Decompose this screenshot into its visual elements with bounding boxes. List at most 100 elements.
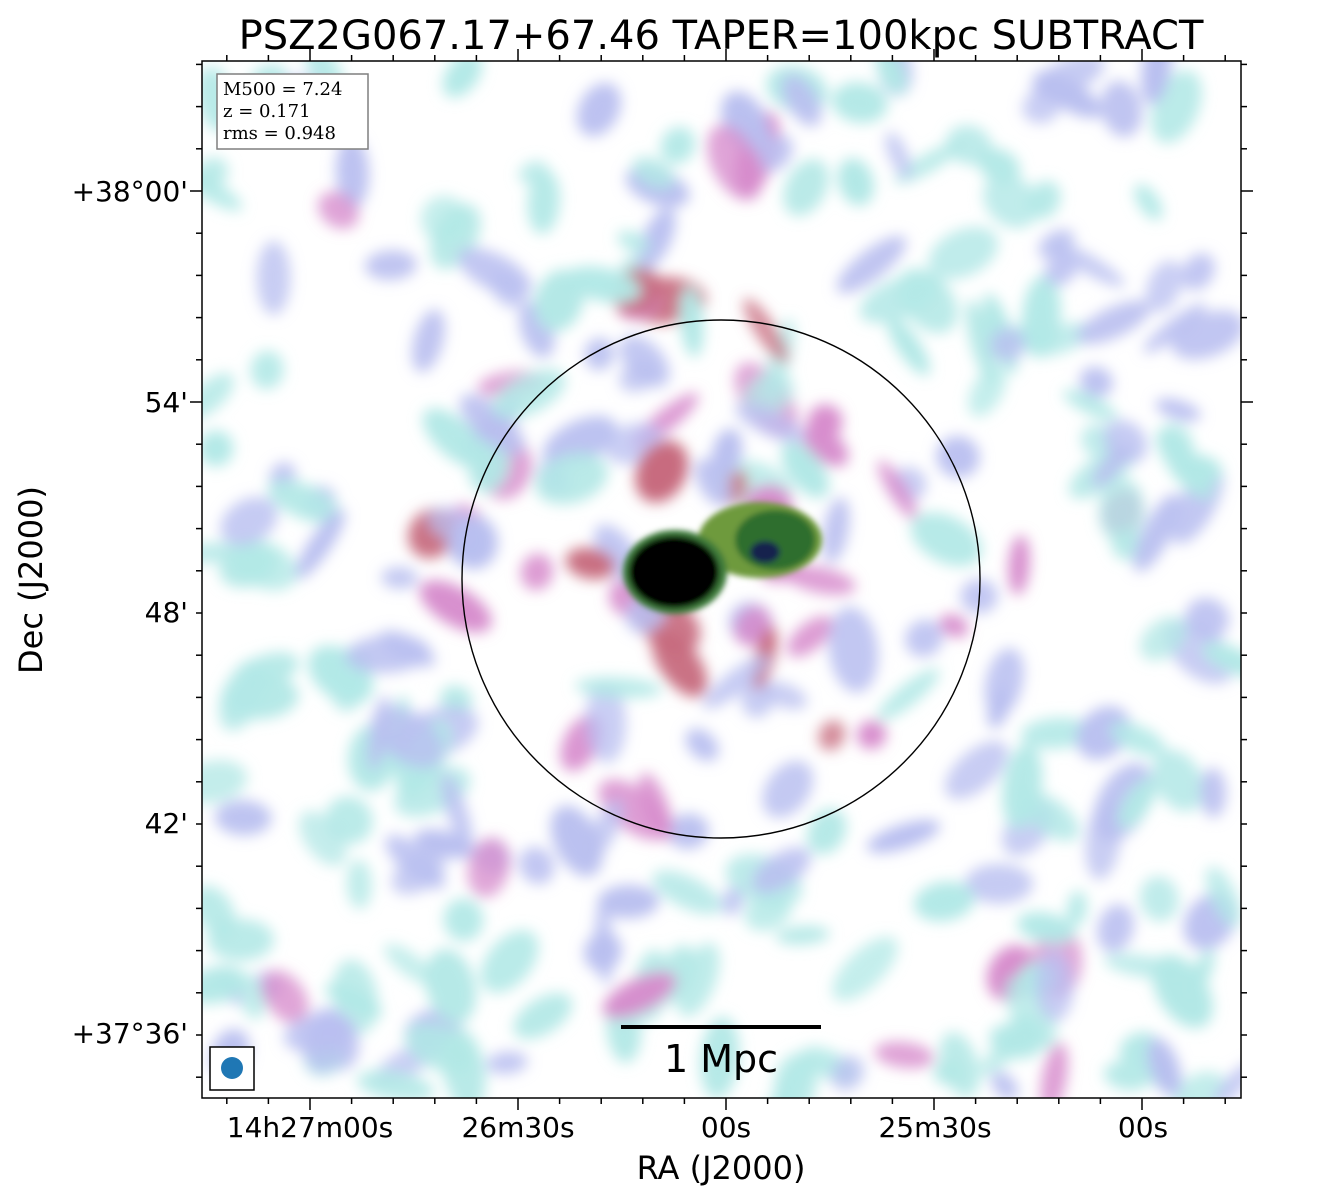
emission-blob [991,1071,1019,1098]
emission-blob [419,580,492,633]
emission-blob [1076,706,1131,760]
emission-blob [875,61,907,95]
emission-blob [928,226,999,280]
info-m500: M500 = 7.24 [223,79,342,100]
emission-blob [734,402,807,444]
emission-blob [897,268,958,334]
emission-blob [786,615,834,657]
emission-blob [318,191,359,229]
emission-blob [594,903,614,985]
emission-blob [301,1007,348,1073]
emission-blobs [202,61,1241,1098]
emission-blob [520,553,554,591]
emission-blob [946,125,993,166]
info-box: M500 = 7.24 z = 0.171 rms = 0.948 [216,73,369,150]
x-tick-labels: 14h27m00s 26m30s 00s 25m30s 00s [227,1111,1168,1144]
emission-blob [420,195,468,243]
emission-blob [385,834,446,889]
emission-blob [1139,876,1179,922]
emission-blob [261,970,309,1024]
emission-blob [335,136,370,209]
emission-blob [346,859,372,909]
emission-blob [781,441,830,498]
emission-blob [1133,493,1181,572]
plot-frame [201,60,1242,1099]
emission-blob [1139,616,1188,661]
emission-blob [652,870,722,915]
emission-blob [1213,1062,1241,1098]
emission-blob [784,565,856,595]
emission-blob [1098,477,1145,544]
emission-blob [214,800,272,836]
emission-blob [1181,253,1216,291]
emission-blob [345,634,431,674]
emission-blob [1008,535,1030,596]
emission-blob [944,740,1009,800]
y-tick-label: 42' [145,807,188,840]
y-tick-labels: +38°00' 54' 48' 42' +37°36' [72,175,188,1050]
emission-blob [480,930,539,993]
scale-bar-label: 1 Mpc [664,1037,778,1081]
emission-blob [760,681,808,710]
emission-blob [381,566,418,589]
emission-blob [575,677,663,699]
emission-blob [1100,80,1143,137]
beam-box [209,1046,255,1091]
emission-blob [1017,911,1076,944]
emission-blob [762,760,814,818]
info-z: z = 0.171 [223,101,311,122]
emission-blob [202,373,235,419]
emission-blob [887,317,930,376]
emission-blob [964,863,1033,904]
x-tick-label: 00s [701,1111,751,1144]
emission-blob [818,720,846,751]
emission-blob [638,207,676,270]
emission-blob [802,425,849,467]
emission-blob [441,773,473,851]
emission-blob [617,230,651,253]
emission-blob [702,654,770,709]
emission-blob [1173,1071,1227,1098]
emission-blob [1066,890,1088,927]
emission-blob [1005,976,1057,1049]
emission-blob [651,630,708,698]
emission-blob [1152,749,1205,812]
emission-blob [1143,302,1206,354]
emission-blob [1097,904,1134,953]
emission-blob [442,1027,486,1098]
emission-blob [877,460,918,520]
emission-blob [576,82,622,137]
x-axis-label: RA (J2000) [637,1149,806,1187]
emission-blob [968,365,1007,417]
emission-blob [685,728,719,762]
emission-blob [459,394,525,455]
emission-blob [856,720,887,750]
emission-blob [783,159,829,216]
emission-blob [585,680,627,763]
emission-blob [936,435,980,478]
emission-blob [256,240,291,315]
emission-blob [1022,91,1060,124]
emission-blob [220,496,278,546]
emission-blob [984,648,1025,717]
axis-ticks [190,49,1253,1110]
emission-blob [832,936,898,1001]
emission-blob [619,360,660,393]
emission-blob [491,369,566,420]
beam-ellipse [221,1057,243,1079]
emission-blob [758,134,794,172]
emission-blob [443,898,484,942]
emission-blob [1103,953,1188,979]
emission-blob [885,131,912,179]
emission-blob [513,993,573,1039]
chart-title: PSZ2G067.17+67.46 TAPER=100kpc SUBTRACT [239,13,1204,59]
emission-blob [1141,61,1173,105]
x-tick-label: 14h27m00s [227,1111,394,1144]
emission-blob [373,706,445,769]
emission-blob [1155,429,1213,500]
emission-blob [711,428,743,478]
core-saturated [629,536,719,608]
emission-blob [910,512,982,567]
info-box-frame [216,73,369,150]
